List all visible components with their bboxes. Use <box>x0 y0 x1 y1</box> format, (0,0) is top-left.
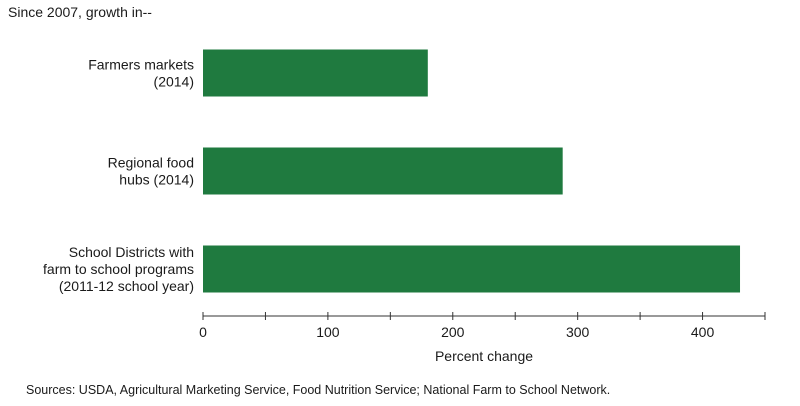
category-label-line: Farmers markets <box>88 57 194 73</box>
bar-2 <box>203 245 741 293</box>
chart-subtitle: Since 2007, growth in-- <box>8 4 152 20</box>
x-tick-label: 0 <box>199 324 207 340</box>
category-label-1: Regional food hubs (2014) <box>108 155 194 188</box>
x-tick-label: 200 <box>441 324 465 340</box>
category-label-line: farm to school programs <box>43 261 194 277</box>
bar-1 <box>203 147 563 195</box>
category-label-line: (2014) <box>154 74 194 90</box>
x-tick-label: 300 <box>566 324 590 340</box>
chart-source-note: Sources: USDA, Agricultural Marketing Se… <box>26 383 611 397</box>
category-label-line: hubs (2014) <box>119 172 194 188</box>
category-label-line: School Districts with <box>69 244 194 260</box>
x-axis-title: Percent change <box>435 348 533 364</box>
category-label-line: (2011-12 school year) <box>59 278 194 294</box>
category-label-0: Farmers markets (2014) <box>88 57 194 90</box>
category-label-line: Regional food <box>108 155 194 171</box>
x-tick-label: 400 <box>691 324 715 340</box>
bar-0 <box>203 49 428 97</box>
category-label-2: School Districts with farm to school prog… <box>43 244 194 294</box>
x-tick-label: 100 <box>316 324 340 340</box>
